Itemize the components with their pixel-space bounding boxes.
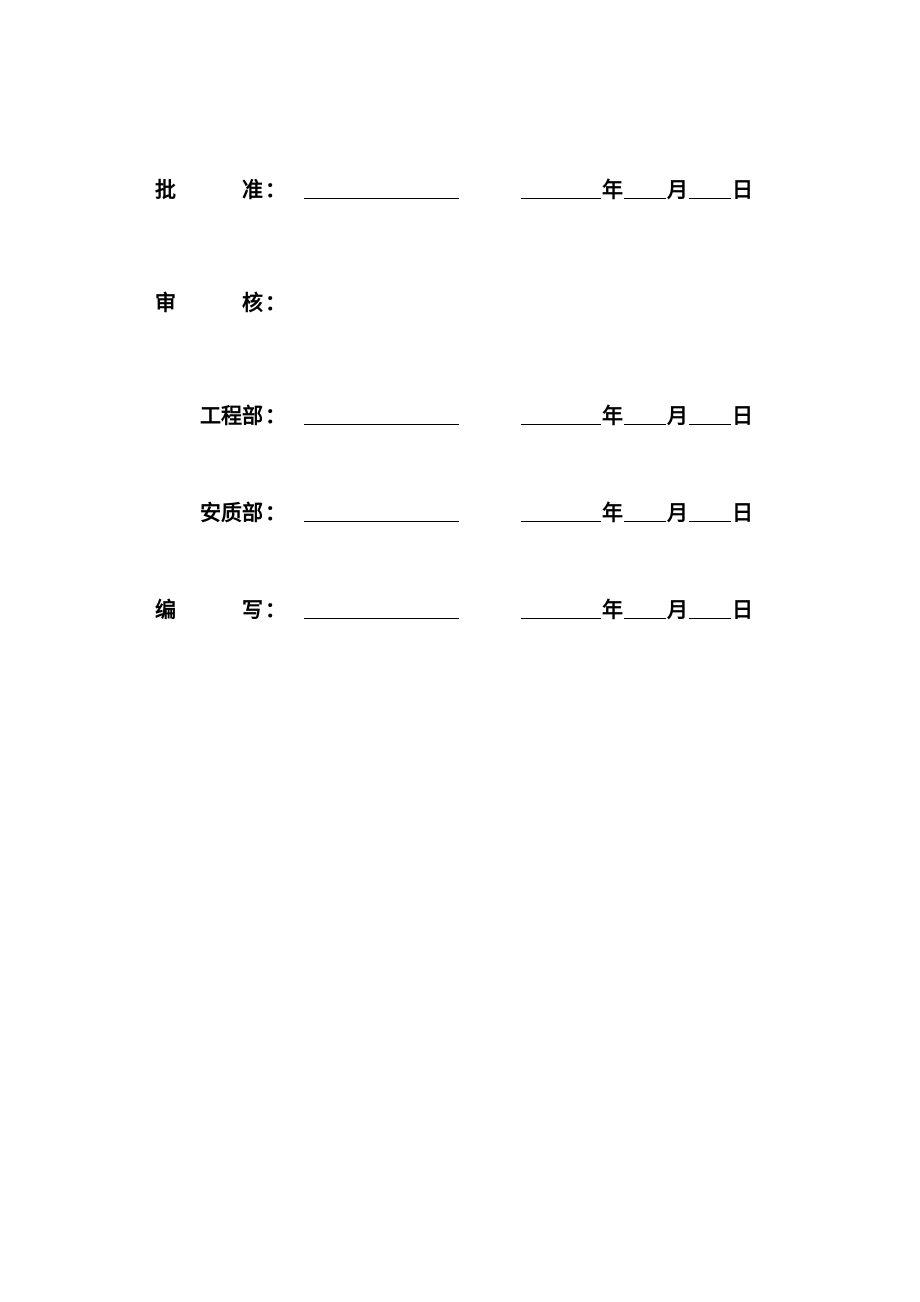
day-char: 日 [732,503,753,524]
label-char: 准 [242,180,263,201]
label-char: 核 [242,293,263,314]
day-char: 日 [732,406,753,427]
safety-quality-label: 安质部 [155,503,263,524]
engineering-label: 工程部 [155,406,263,427]
signature-form: 批 准 ： 年 月 日 审 核 ： 工程部 ： 年 月 日 安质部 ： [155,180,765,621]
review-row: 审 核 ： [155,293,765,314]
compile-day-line[interactable] [689,618,731,619]
safety-quality-row: 安质部 ： 年 月 日 [155,503,765,524]
approve-row: 批 准 ： 年 月 日 [155,180,765,201]
year-char: 年 [602,503,623,524]
engineering-signature-line[interactable] [304,424,459,425]
safety-quality-month-line[interactable] [624,521,666,522]
label-char: 审 [155,293,176,314]
compile-year-line[interactable] [521,618,601,619]
label-char: 写 [242,600,263,621]
engineering-year-line[interactable] [521,424,601,425]
engineering-row: 工程部 ： 年 月 日 [155,406,765,427]
safety-quality-day-line[interactable] [689,521,731,522]
label-char: 编 [155,600,176,621]
year-char: 年 [602,406,623,427]
approve-signature-line[interactable] [304,198,459,199]
month-char: 月 [667,503,688,524]
compile-row: 编 写 ： 年 月 日 [155,600,765,621]
month-char: 月 [667,600,688,621]
engineering-month-line[interactable] [624,424,666,425]
month-char: 月 [667,406,688,427]
year-char: 年 [602,600,623,621]
year-char: 年 [602,180,623,201]
day-char: 日 [732,180,753,201]
approve-year-line[interactable] [521,198,601,199]
colon: ： [265,293,286,314]
colon: ： [265,406,286,427]
colon: ： [265,180,286,201]
compile-signature-line[interactable] [304,618,459,619]
colon: ： [265,503,286,524]
safety-quality-signature-line[interactable] [304,521,459,522]
day-char: 日 [732,600,753,621]
month-char: 月 [667,180,688,201]
compile-month-line[interactable] [624,618,666,619]
engineering-day-line[interactable] [689,424,731,425]
approve-day-line[interactable] [689,198,731,199]
review-label: 审 核 [155,293,263,314]
compile-label: 编 写 [155,600,263,621]
safety-quality-year-line[interactable] [521,521,601,522]
approve-month-line[interactable] [624,198,666,199]
colon: ： [265,600,286,621]
approve-label: 批 准 [155,180,263,201]
label-char: 批 [155,180,176,201]
